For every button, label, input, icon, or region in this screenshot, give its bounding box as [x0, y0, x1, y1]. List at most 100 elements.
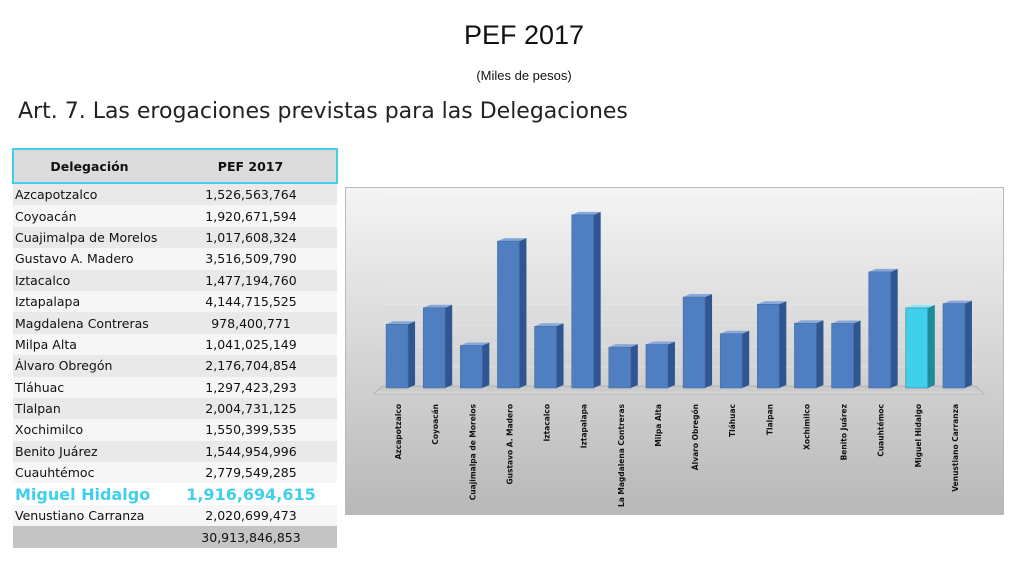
bar-top [608, 344, 638, 348]
bar-13 [868, 268, 898, 389]
x-tick-label: Milpa Alta [654, 404, 663, 447]
pef-value: 2,020,699,473 [165, 504, 337, 527]
table-row: Cuajimalpa de Morelos 1,017,608,324 [13, 226, 337, 249]
pef-value: 1,297,423,293 [165, 376, 337, 398]
pef-value: 2,004,731,125 [165, 397, 337, 420]
table-row: Venustiano Carranza 2,020,699,473 [13, 504, 337, 527]
section-heading: Art. 7. Las erogaciones previstas para l… [18, 99, 628, 124]
x-tick-label: Azcapotzalco [394, 404, 403, 459]
bar-0 [385, 321, 416, 389]
column-header-delegacion: Delegación [12, 148, 165, 184]
table-row: Benito Juárez 1,544,954,996 [13, 440, 337, 463]
bar-side [742, 330, 750, 388]
bar-top [460, 342, 490, 346]
bar-front [868, 271, 891, 389]
x-tick-label: La Magdalena Contreras [617, 403, 626, 507]
table-row: Miguel Hidalgo 1,916,694,615 [13, 483, 337, 505]
bar-side [556, 323, 564, 388]
x-tick-label: Cuajimalpa de Morelos [468, 403, 477, 500]
bar-9 [719, 330, 750, 389]
bar-4 [534, 323, 564, 389]
bar-side [927, 304, 935, 388]
x-tick-label: Álvaro Obregón [691, 404, 700, 470]
bar-front [831, 323, 854, 389]
table-row: Cuauhtémoc 2,779,549,285 [13, 462, 337, 484]
bar-8 [682, 294, 713, 389]
bar-side [593, 211, 601, 388]
pef-value: 1,550,399,535 [165, 419, 337, 441]
bar-11 [794, 320, 824, 389]
x-tick-label: Tlalpan [765, 404, 774, 435]
bar-side [779, 301, 787, 388]
delegacion-name: Tláhuac [13, 376, 165, 398]
budget-table: Delegación PEF 2017 Azcapotzalco 1,526,56… [12, 148, 338, 549]
x-tick-label: Miguel Hidalgo [914, 404, 923, 467]
table-row: Xochimilco 1,550,399,535 [13, 419, 337, 441]
bar-top [868, 268, 898, 272]
x-tick-label: Xochimilco [802, 404, 811, 450]
bar-top [534, 323, 564, 327]
x-tick-label: Benito Juárez [840, 404, 849, 460]
bar-side [408, 321, 416, 388]
pef-value: 1,017,608,324 [165, 226, 337, 249]
bar-6 [608, 344, 638, 389]
bar-side [964, 300, 972, 388]
bar-side [482, 342, 490, 388]
bar-top [720, 330, 750, 334]
bar-front [682, 296, 706, 389]
bar-front [422, 307, 446, 389]
bar-top [386, 321, 416, 325]
bar-top [757, 301, 787, 305]
bar-12 [831, 320, 861, 389]
delegacion-name: Cuauhtémoc [13, 462, 165, 484]
table-row: Álvaro Obregón 2,176,704,854 [13, 355, 337, 377]
x-tick-label: Iztapalapa [580, 404, 589, 448]
bar-2 [460, 342, 490, 389]
pef-value: 1,041,025,149 [165, 333, 337, 356]
bar-top [831, 320, 861, 324]
bar-top [683, 294, 713, 298]
bar-front [571, 214, 594, 389]
total-label-cell [13, 526, 165, 549]
bar-chart: Azcapotzalco Coyoacán Cuajimalpa de Morelo… [345, 187, 1004, 515]
column-header-pef: PEF 2017 [165, 148, 338, 184]
bar-side [445, 304, 453, 388]
bar-front [460, 345, 483, 389]
table-row: Azcapotzalco 1,526,563,764 [13, 183, 337, 206]
bar-5 [571, 211, 601, 389]
delegacion-name: Magdalena Contreras [13, 312, 165, 334]
x-tick-label: Venustiano Carranza [951, 404, 960, 492]
delegacion-name: Cuajimalpa de Morelos [13, 226, 165, 249]
bar-front [719, 333, 743, 389]
delegacion-name: Milpa Alta [13, 333, 165, 356]
pef-value: 1,920,671,594 [165, 205, 337, 227]
bar-top [571, 211, 601, 215]
bar-side [890, 268, 898, 388]
delegacion-name: Gustavo A. Madero [13, 248, 165, 270]
bar-front [905, 307, 929, 389]
table-row: Iztacalco 1,477,194,760 [13, 269, 337, 291]
pef-value: 1,477,194,760 [165, 269, 337, 291]
delegacion-name: Álvaro Obregón [13, 355, 165, 377]
bar-side [519, 238, 527, 388]
delegacion-name: Coyoacán [13, 205, 165, 227]
table-header-row: Delegación PEF 2017 [12, 148, 338, 184]
pef-value: 2,176,704,854 [165, 355, 337, 377]
bar-front [534, 326, 557, 389]
x-tick-label: Coyoacán [431, 404, 440, 445]
bar-front [608, 346, 632, 389]
bar-top [645, 341, 675, 345]
x-tick-label: Gustavo A. Madero [505, 404, 514, 485]
bar-top [942, 300, 972, 304]
table-row: Milpa Alta 1,041,025,149 [13, 333, 337, 356]
bar-side [853, 320, 861, 388]
delegacion-name: Iztacalco [13, 269, 165, 291]
bar-top [794, 320, 824, 324]
pef-value: 3,516,509,790 [165, 248, 337, 270]
bar-14 [905, 304, 935, 389]
table-row: Gustavo A. Madero 3,516,509,790 [13, 248, 337, 270]
x-tick-label: Iztacalco [543, 404, 552, 441]
pef-value: 2,779,549,285 [165, 462, 337, 484]
bar-15 [942, 300, 972, 389]
pef-value: 978,400,771 [165, 312, 337, 334]
